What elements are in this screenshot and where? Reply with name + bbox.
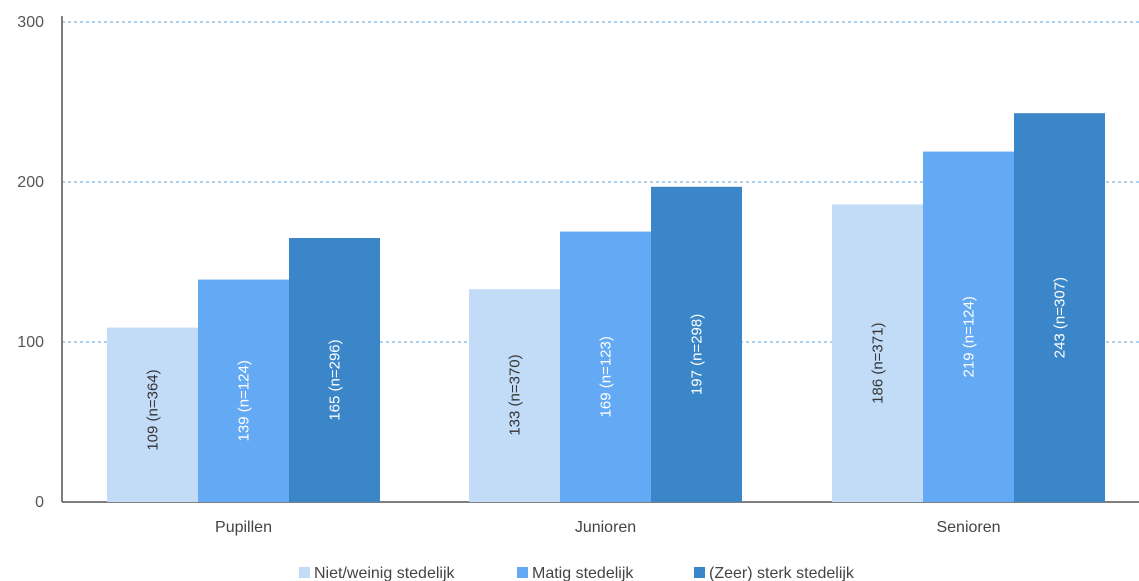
bar-value-label: 109 (n=364) bbox=[145, 369, 162, 450]
bars bbox=[107, 113, 1105, 503]
bar bbox=[289, 238, 380, 502]
bar-value-label: 165 (n=296) bbox=[327, 339, 344, 420]
bar-value-label: 243 (n=307) bbox=[1052, 277, 1069, 358]
y-tick-label: 100 bbox=[17, 334, 44, 351]
y-tick-label: 200 bbox=[17, 174, 44, 191]
legend-swatch bbox=[517, 567, 528, 578]
x-tick-label: Pupillen bbox=[215, 519, 272, 536]
bar bbox=[1014, 113, 1105, 502]
legend-swatch bbox=[694, 567, 705, 578]
legend-label: (Zeer) sterk stedelijk bbox=[709, 565, 855, 581]
bar bbox=[107, 327, 198, 502]
y-tick-label: 300 bbox=[17, 14, 44, 31]
bar-value-label: 219 (n=124) bbox=[961, 296, 978, 377]
bar-value-label: 186 (n=371) bbox=[870, 323, 887, 404]
legend-label: Matig stedelijk bbox=[532, 565, 634, 581]
bar bbox=[832, 204, 923, 502]
bar-labels: 109 (n=364) 139 (n=124) 165 (n=296) 133 (n=… bbox=[145, 277, 1069, 451]
bar-value-label: 133 (n=370) bbox=[507, 354, 524, 435]
y-tick-label: 0 bbox=[35, 494, 44, 511]
x-tick-label: Junioren bbox=[575, 519, 636, 536]
bar bbox=[923, 151, 1014, 502]
legend-label: Niet/weinig stedelijk bbox=[314, 565, 456, 581]
bar bbox=[469, 289, 560, 502]
bar bbox=[560, 231, 651, 502]
legend-swatch bbox=[299, 567, 310, 578]
bar bbox=[651, 186, 742, 503]
bar bbox=[198, 279, 289, 502]
bar-value-label: 197 (n=298) bbox=[689, 314, 706, 395]
bar-value-label: 169 (n=123) bbox=[598, 336, 615, 417]
bar-value-label: 139 (n=124) bbox=[236, 360, 253, 441]
x-tick-label: Senioren bbox=[936, 519, 1000, 536]
legend: Niet/weinig stedelijk Matig stedelijk (Zee… bbox=[299, 565, 855, 581]
